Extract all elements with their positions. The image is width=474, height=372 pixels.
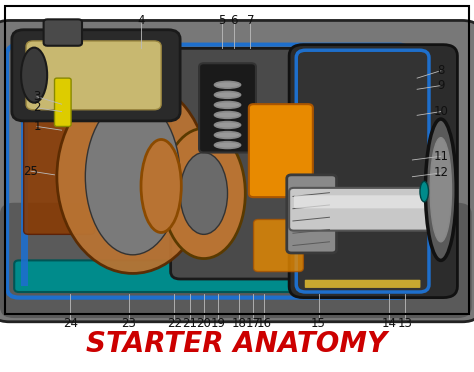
Text: 24: 24 — [63, 317, 78, 330]
FancyBboxPatch shape — [12, 30, 180, 121]
Text: 7: 7 — [246, 14, 254, 27]
Ellipse shape — [214, 81, 240, 88]
FancyBboxPatch shape — [24, 86, 95, 234]
Text: 8: 8 — [437, 64, 445, 77]
Text: 25: 25 — [23, 165, 38, 177]
Text: 22: 22 — [167, 317, 182, 330]
FancyBboxPatch shape — [289, 45, 457, 298]
Ellipse shape — [57, 80, 209, 273]
FancyBboxPatch shape — [44, 19, 82, 46]
Text: 16: 16 — [257, 317, 272, 330]
FancyBboxPatch shape — [254, 219, 303, 272]
Ellipse shape — [426, 119, 456, 260]
Text: 9: 9 — [437, 79, 445, 92]
FancyBboxPatch shape — [171, 48, 308, 279]
FancyBboxPatch shape — [249, 104, 313, 197]
FancyBboxPatch shape — [21, 58, 396, 74]
Ellipse shape — [162, 128, 246, 259]
Ellipse shape — [141, 140, 182, 232]
Text: 6: 6 — [230, 14, 238, 27]
Text: 5: 5 — [218, 14, 226, 27]
Text: 18: 18 — [231, 317, 246, 330]
Ellipse shape — [214, 132, 240, 138]
FancyBboxPatch shape — [294, 195, 441, 208]
Text: 21: 21 — [182, 317, 197, 330]
Ellipse shape — [214, 112, 240, 118]
Text: 12: 12 — [433, 167, 448, 179]
Ellipse shape — [430, 138, 451, 242]
FancyBboxPatch shape — [26, 41, 161, 110]
Ellipse shape — [214, 142, 240, 148]
Text: 11: 11 — [433, 150, 448, 163]
FancyBboxPatch shape — [287, 175, 337, 253]
Ellipse shape — [214, 122, 240, 128]
Ellipse shape — [21, 48, 47, 103]
Ellipse shape — [214, 92, 240, 98]
Text: 15: 15 — [311, 317, 326, 330]
Text: 10: 10 — [433, 105, 448, 118]
FancyBboxPatch shape — [21, 63, 28, 286]
FancyBboxPatch shape — [199, 63, 256, 153]
FancyBboxPatch shape — [0, 203, 472, 318]
Text: 3: 3 — [33, 90, 41, 103]
Text: STARTER ANATOMY: STARTER ANATOMY — [86, 330, 388, 358]
Text: 23: 23 — [121, 317, 137, 330]
Ellipse shape — [214, 102, 240, 108]
Text: 4: 4 — [137, 14, 145, 27]
FancyBboxPatch shape — [305, 280, 420, 288]
Ellipse shape — [420, 182, 428, 202]
Text: 17: 17 — [246, 317, 261, 330]
Text: 1: 1 — [33, 120, 41, 133]
FancyBboxPatch shape — [0, 20, 474, 322]
FancyBboxPatch shape — [296, 50, 429, 292]
Text: 19: 19 — [210, 317, 226, 330]
Text: 13: 13 — [398, 317, 413, 330]
Ellipse shape — [85, 99, 180, 255]
FancyBboxPatch shape — [289, 188, 446, 231]
Ellipse shape — [180, 153, 228, 234]
FancyBboxPatch shape — [14, 260, 389, 292]
Text: 14: 14 — [381, 317, 396, 330]
Text: 2: 2 — [33, 102, 41, 114]
FancyBboxPatch shape — [55, 78, 71, 126]
Text: 20: 20 — [196, 317, 211, 330]
